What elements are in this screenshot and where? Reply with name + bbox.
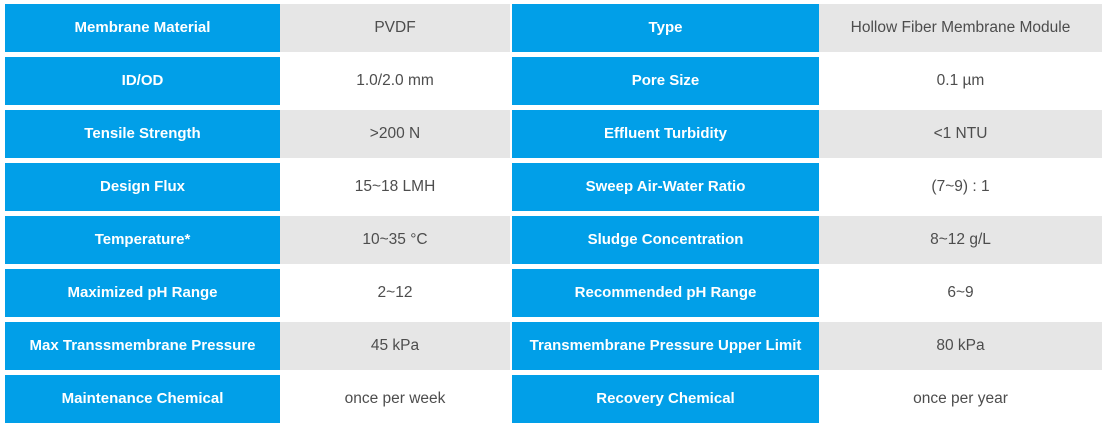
label-max-transmembrane-pressure: Max Transsmembrane Pressure xyxy=(5,322,280,370)
value-recovery-chemical: once per year xyxy=(819,375,1102,423)
label-maintenance-chemical: Maintenance Chemical xyxy=(5,375,280,423)
label-maximized-ph-range: Maximized pH Range xyxy=(5,269,280,317)
label-type: Type xyxy=(510,4,819,52)
value-recommended-ph-range: 6~9 xyxy=(819,269,1102,317)
label-recommended-ph-range: Recommended pH Range xyxy=(510,269,819,317)
value-sweep-air-water-ratio: (7~9) : 1 xyxy=(819,163,1102,211)
label-sludge-concentration: Sludge Concentration xyxy=(510,216,819,264)
value-maintenance-chemical: once per week xyxy=(280,375,510,423)
spec-table: Membrane Material PVDF Type Hollow Fiber… xyxy=(5,4,1110,423)
label-recovery-chemical: Recovery Chemical xyxy=(510,375,819,423)
label-pore-size: Pore Size xyxy=(510,57,819,105)
value-sludge-concentration: 8~12 g/L xyxy=(819,216,1102,264)
label-transmembrane-pressure-upper-limit: Transmembrane Pressure Upper Limit xyxy=(510,322,819,370)
label-temperature: Temperature* xyxy=(5,216,280,264)
value-effluent-turbidity: <1 NTU xyxy=(819,110,1102,158)
value-temperature: 10~35 °C xyxy=(280,216,510,264)
value-max-transmembrane-pressure: 45 kPa xyxy=(280,322,510,370)
value-transmembrane-pressure-upper-limit: 80 kPa xyxy=(819,322,1102,370)
value-membrane-material: PVDF xyxy=(280,4,510,52)
label-sweep-air-water-ratio: Sweep Air-Water Ratio xyxy=(510,163,819,211)
label-design-flux: Design Flux xyxy=(5,163,280,211)
value-id-od: 1.0/2.0 mm xyxy=(280,57,510,105)
value-pore-size: 0.1 µm xyxy=(819,57,1102,105)
value-type: Hollow Fiber Membrane Module xyxy=(819,4,1102,52)
label-tensile-strength: Tensile Strength xyxy=(5,110,280,158)
value-maximized-ph-range: 2~12 xyxy=(280,269,510,317)
label-effluent-turbidity: Effluent Turbidity xyxy=(510,110,819,158)
label-membrane-material: Membrane Material xyxy=(5,4,280,52)
value-tensile-strength: >200 N xyxy=(280,110,510,158)
value-design-flux: 15~18 LMH xyxy=(280,163,510,211)
label-id-od: ID/OD xyxy=(5,57,280,105)
